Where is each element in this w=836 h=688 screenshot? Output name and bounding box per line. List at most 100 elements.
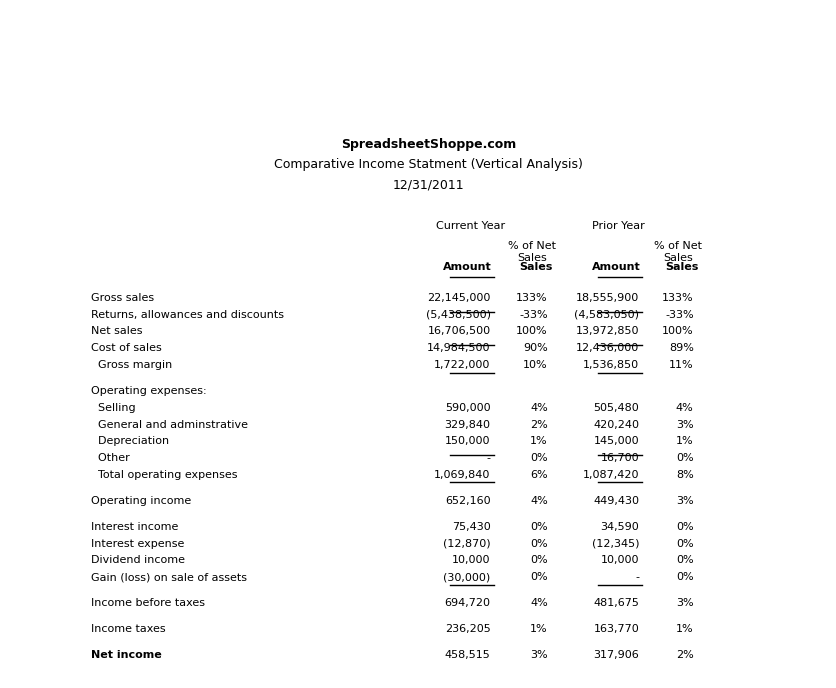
Text: 4%: 4% bbox=[529, 496, 548, 506]
Text: 100%: 100% bbox=[516, 326, 548, 336]
Text: 1%: 1% bbox=[675, 624, 693, 634]
Text: 0%: 0% bbox=[675, 572, 693, 582]
Text: 0%: 0% bbox=[675, 453, 693, 463]
Text: Dividend income: Dividend income bbox=[90, 555, 185, 566]
Text: Income taxes: Income taxes bbox=[90, 624, 165, 634]
Text: 10,000: 10,000 bbox=[600, 555, 639, 566]
Text: Cost of sales: Cost of sales bbox=[90, 343, 161, 353]
Text: (12,870): (12,870) bbox=[442, 539, 490, 549]
Text: 0%: 0% bbox=[530, 522, 548, 532]
Text: 449,430: 449,430 bbox=[593, 496, 639, 506]
Text: 133%: 133% bbox=[516, 293, 548, 303]
Text: 458,515: 458,515 bbox=[444, 650, 490, 660]
Text: 3%: 3% bbox=[675, 496, 693, 506]
Text: Amount: Amount bbox=[442, 262, 491, 272]
Text: 10%: 10% bbox=[522, 360, 548, 370]
Text: -: - bbox=[635, 572, 639, 582]
Text: 10,000: 10,000 bbox=[451, 555, 490, 566]
Text: 145,000: 145,000 bbox=[593, 436, 639, 447]
Text: 1,069,840: 1,069,840 bbox=[434, 470, 490, 480]
Text: Net income: Net income bbox=[90, 650, 161, 660]
Text: 1%: 1% bbox=[530, 436, 548, 447]
Text: Comparative Income Statment (Vertical Analysis): Comparative Income Statment (Vertical An… bbox=[274, 158, 583, 171]
Text: Returns, allowances and discounts: Returns, allowances and discounts bbox=[90, 310, 283, 319]
Text: 12/31/2011: 12/31/2011 bbox=[392, 178, 464, 191]
Text: 34,590: 34,590 bbox=[600, 522, 639, 532]
Text: 3%: 3% bbox=[675, 420, 693, 429]
Text: 22,145,000: 22,145,000 bbox=[426, 293, 490, 303]
Text: Other: Other bbox=[90, 453, 130, 463]
Text: Prior Year: Prior Year bbox=[591, 221, 644, 231]
Text: 694,720: 694,720 bbox=[444, 599, 490, 608]
Text: 0%: 0% bbox=[675, 555, 693, 566]
Text: Gross margin: Gross margin bbox=[90, 360, 171, 370]
Text: Operating income: Operating income bbox=[90, 496, 191, 506]
Text: 0%: 0% bbox=[530, 555, 548, 566]
Text: 1%: 1% bbox=[530, 624, 548, 634]
Text: (4,583,050): (4,583,050) bbox=[573, 310, 639, 319]
Text: 0%: 0% bbox=[530, 453, 548, 463]
Text: SpreadsheetShoppe.com: SpreadsheetShoppe.com bbox=[340, 138, 516, 151]
Text: 505,480: 505,480 bbox=[593, 402, 639, 413]
Text: 0%: 0% bbox=[675, 539, 693, 549]
Text: 12,436,000: 12,436,000 bbox=[575, 343, 639, 353]
Text: 163,770: 163,770 bbox=[593, 624, 639, 634]
Text: Gain (loss) on sale of assets: Gain (loss) on sale of assets bbox=[90, 572, 247, 582]
Text: Interest expense: Interest expense bbox=[90, 539, 184, 549]
Text: Net sales: Net sales bbox=[90, 326, 142, 336]
Text: 0%: 0% bbox=[530, 572, 548, 582]
Text: 590,000: 590,000 bbox=[445, 402, 490, 413]
Text: 1,087,420: 1,087,420 bbox=[582, 470, 639, 480]
Text: 2%: 2% bbox=[675, 650, 693, 660]
Text: 4%: 4% bbox=[675, 402, 693, 413]
Text: 75,430: 75,430 bbox=[451, 522, 490, 532]
Text: 2%: 2% bbox=[529, 420, 548, 429]
Text: 317,906: 317,906 bbox=[593, 650, 639, 660]
Text: Depreciation: Depreciation bbox=[90, 436, 169, 447]
Text: 4%: 4% bbox=[529, 402, 548, 413]
Text: Sales: Sales bbox=[665, 262, 698, 272]
Text: 16,706,500: 16,706,500 bbox=[427, 326, 490, 336]
Text: 1,722,000: 1,722,000 bbox=[434, 360, 490, 370]
Text: 1%: 1% bbox=[675, 436, 693, 447]
Text: % of Net
Sales: % of Net Sales bbox=[507, 241, 556, 263]
Text: 14,984,500: 14,984,500 bbox=[426, 343, 490, 353]
Text: 3%: 3% bbox=[530, 650, 548, 660]
Text: 90%: 90% bbox=[522, 343, 548, 353]
Text: % of Net
Sales: % of Net Sales bbox=[654, 241, 701, 263]
Text: 150,000: 150,000 bbox=[445, 436, 490, 447]
Text: Current Year: Current Year bbox=[436, 221, 504, 231]
Text: 1,536,850: 1,536,850 bbox=[583, 360, 639, 370]
Text: (30,000): (30,000) bbox=[443, 572, 490, 582]
Text: 420,240: 420,240 bbox=[593, 420, 639, 429]
Text: 18,555,900: 18,555,900 bbox=[575, 293, 639, 303]
Text: Interest income: Interest income bbox=[90, 522, 178, 532]
Text: Operating expenses:: Operating expenses: bbox=[90, 386, 206, 396]
Text: -33%: -33% bbox=[518, 310, 548, 319]
Text: 6%: 6% bbox=[530, 470, 548, 480]
Text: 3%: 3% bbox=[675, 599, 693, 608]
Text: Total operating expenses: Total operating expenses bbox=[90, 470, 237, 480]
Text: -: - bbox=[486, 453, 490, 463]
Text: General and adminstrative: General and adminstrative bbox=[90, 420, 247, 429]
Text: Selling: Selling bbox=[90, 402, 135, 413]
Text: Income before taxes: Income before taxes bbox=[90, 599, 205, 608]
Text: 133%: 133% bbox=[661, 293, 693, 303]
Text: (5,438,500): (5,438,500) bbox=[425, 310, 490, 319]
Text: 481,675: 481,675 bbox=[593, 599, 639, 608]
Text: Sales: Sales bbox=[519, 262, 553, 272]
Text: 100%: 100% bbox=[661, 326, 693, 336]
Text: 652,160: 652,160 bbox=[445, 496, 490, 506]
Text: 0%: 0% bbox=[530, 539, 548, 549]
Text: 11%: 11% bbox=[668, 360, 693, 370]
Text: 89%: 89% bbox=[668, 343, 693, 353]
Text: 4%: 4% bbox=[529, 599, 548, 608]
Text: 236,205: 236,205 bbox=[444, 624, 490, 634]
Text: 13,972,850: 13,972,850 bbox=[575, 326, 639, 336]
Text: 8%: 8% bbox=[675, 470, 693, 480]
Text: Gross sales: Gross sales bbox=[90, 293, 154, 303]
Text: Amount: Amount bbox=[591, 262, 640, 272]
Text: 0%: 0% bbox=[675, 522, 693, 532]
Text: (12,345): (12,345) bbox=[591, 539, 639, 549]
Text: 16,700: 16,700 bbox=[600, 453, 639, 463]
